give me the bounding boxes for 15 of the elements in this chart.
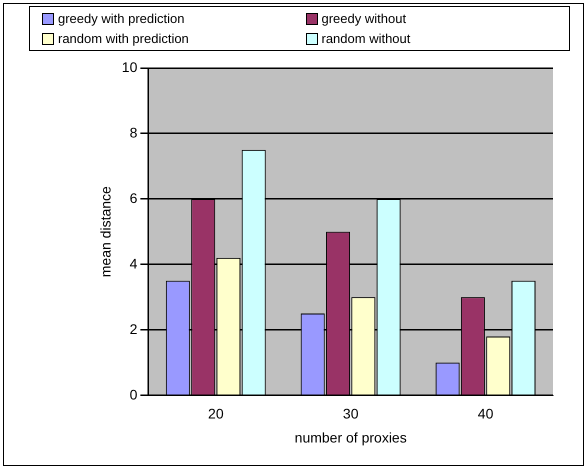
y-tick-label: 8 [130, 124, 138, 140]
legend-label: random with prediction [58, 31, 189, 46]
legend-label: greedy with prediction [58, 11, 184, 26]
y-tick-label: 2 [130, 320, 138, 337]
y-tick-label: 10 [122, 58, 138, 75]
x-tick-label: 40 [478, 406, 494, 422]
x-tick-label: 30 [342, 406, 359, 422]
legend-label: random without [322, 31, 410, 46]
y-tick-label: 0 [130, 386, 138, 402]
x-tick-label: 20 [208, 406, 224, 422]
x-axis-title: number of proxies [294, 429, 407, 446]
y-tick-label: 6 [130, 190, 138, 206]
legend-label: greedy without [322, 11, 406, 26]
y-axis-title: mean distance [97, 186, 114, 278]
y-tick-label: 4 [130, 255, 138, 272]
